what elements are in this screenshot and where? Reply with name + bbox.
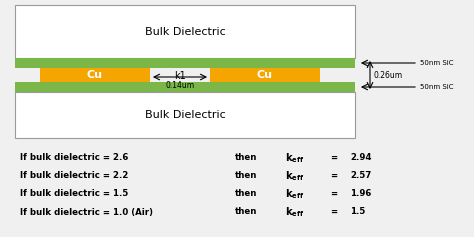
Text: If bulk dielectric = 1.0 (Air): If bulk dielectric = 1.0 (Air) [20, 208, 153, 217]
Text: 1.96: 1.96 [350, 190, 371, 199]
Text: =: = [330, 172, 337, 181]
Bar [15, 82, 355, 92]
Text: then: then [235, 172, 257, 181]
Text: If bulk dielectric = 1.5: If bulk dielectric = 1.5 [20, 190, 128, 199]
Text: 2.94: 2.94 [350, 154, 372, 163]
Text: If bulk dielectric = 2.2: If bulk dielectric = 2.2 [20, 172, 128, 181]
Bar [40, 68, 150, 82]
Bar [210, 68, 320, 82]
Text: Cu: Cu [257, 70, 273, 80]
Text: =: = [330, 208, 337, 217]
Text: 0.26um: 0.26um [374, 70, 403, 79]
Text: Bulk Dielectric: Bulk Dielectric [145, 110, 225, 120]
Text: 2.57: 2.57 [350, 172, 371, 181]
Bar [15, 5, 355, 58]
Text: =: = [330, 154, 337, 163]
Text: $\mathbf{k}_{\mathbf{eff}}$: $\mathbf{k}_{\mathbf{eff}}$ [285, 187, 304, 201]
Text: then: then [235, 190, 257, 199]
Text: then: then [235, 208, 257, 217]
Text: 50nm SiC: 50nm SiC [420, 60, 454, 66]
Text: then: then [235, 154, 257, 163]
Text: Cu: Cu [87, 70, 103, 80]
Text: 1.5: 1.5 [350, 208, 365, 217]
Text: k1: k1 [174, 71, 186, 81]
Text: 50nm SiC: 50nm SiC [420, 84, 454, 90]
Text: 0.14um: 0.14um [165, 81, 194, 90]
Text: =: = [330, 190, 337, 199]
Text: If bulk dielectric = 2.6: If bulk dielectric = 2.6 [20, 154, 128, 163]
Text: $\mathbf{k}_{\mathbf{eff}}$: $\mathbf{k}_{\mathbf{eff}}$ [285, 169, 304, 183]
Bar [15, 92, 355, 138]
Text: $\mathbf{k}_{\mathbf{eff}}$: $\mathbf{k}_{\mathbf{eff}}$ [285, 205, 304, 219]
Bar [15, 58, 355, 68]
Text: $\mathbf{k}_{\mathbf{eff}}$: $\mathbf{k}_{\mathbf{eff}}$ [285, 151, 304, 165]
Text: Bulk Dielectric: Bulk Dielectric [145, 27, 225, 36]
